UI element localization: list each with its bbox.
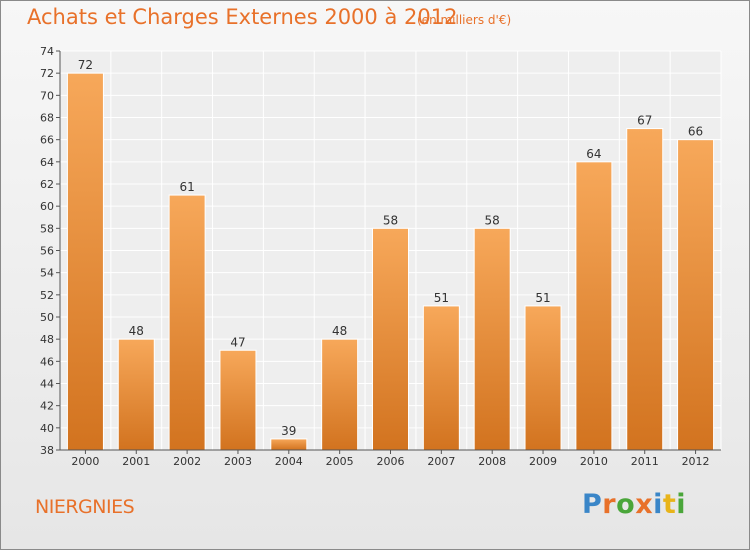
bar (168, 194, 206, 451)
x-tick-label: 2009 (529, 455, 557, 468)
logo-letter: o (616, 489, 636, 520)
y-tick-label: 48 (40, 333, 54, 346)
y-tick-label: 46 (40, 355, 54, 368)
x-tick-label: 2011 (631, 455, 659, 468)
data-label: 39 (281, 424, 296, 438)
y-tick-label: 72 (40, 67, 54, 80)
data-label: 72 (78, 58, 93, 72)
data-label: 48 (332, 324, 347, 338)
axes: 38 40 42 44 46 48 50 52 54 56 58 60 62 64 66 68 70 72 74 20… (40, 45, 721, 468)
bar (422, 305, 460, 451)
logo-letter: P (582, 489, 603, 520)
x-tick-label: 2005 (326, 455, 354, 468)
data-label: 51 (535, 291, 550, 305)
y-tick-label: 40 (40, 422, 54, 435)
logo-letter: i (676, 489, 687, 520)
y-tick-label: 70 (40, 89, 54, 102)
x-tick-label: 2001 (122, 455, 150, 468)
y-tick-label: 68 (40, 112, 54, 125)
x-tick-label: 2007 (427, 455, 455, 468)
y-tick-label: 38 (40, 444, 54, 457)
y-tick-label: 54 (40, 267, 54, 280)
y-tick-label: 42 (40, 400, 54, 413)
bar (626, 128, 664, 451)
bar (219, 349, 257, 451)
y-tick-label: 56 (40, 245, 54, 258)
data-label: 58 (485, 213, 500, 227)
data-label: 58 (383, 213, 398, 227)
bar (473, 227, 511, 451)
x-tick-label: 2002 (173, 455, 201, 468)
y-tick-label: 52 (40, 289, 54, 302)
x-tick-label: 2000 (71, 455, 99, 468)
x-tick-label: 2008 (478, 455, 506, 468)
y-tick-label: 66 (40, 134, 54, 147)
y-tick-label: 62 (40, 178, 54, 191)
data-label: 67 (637, 114, 652, 128)
y-tick-label: 50 (40, 311, 54, 324)
logo-letter: r (602, 489, 617, 520)
y-tick-label: 64 (40, 156, 54, 169)
commune-name: NIERGNIES (35, 496, 135, 518)
chart-title: Achats et Charges Externes 2000 à 2012 (27, 5, 458, 29)
x-tick-label: 2012 (682, 455, 710, 468)
bar (321, 338, 359, 451)
x-tick-label: 2010 (580, 455, 608, 468)
data-label: 66 (688, 125, 703, 139)
y-tick-label: 60 (40, 200, 54, 213)
bars: 72 48 61 47 39 48 58 51 58 51 64 67 66 (66, 58, 715, 451)
logo-letter: i (653, 489, 663, 520)
data-label: 47 (230, 335, 245, 349)
bar (524, 305, 562, 451)
data-label: 61 (179, 180, 194, 194)
y-tick-label: 74 (40, 45, 54, 58)
x-tick-label: 2003 (224, 455, 252, 468)
y-tick-label: 58 (40, 222, 54, 235)
logo-letter: x (635, 489, 654, 520)
bar (270, 438, 308, 451)
proxiti-logo[interactable]: Proxiti (582, 489, 686, 520)
x-tick-label: 2004 (275, 455, 303, 468)
data-label: 64 (586, 147, 601, 161)
data-label: 51 (434, 291, 449, 305)
data-label: 48 (129, 324, 144, 338)
bar (117, 338, 155, 451)
x-tick-label: 2006 (377, 455, 405, 468)
bar (66, 72, 104, 451)
bar (372, 227, 409, 451)
chart-unit: (en milliers d'€) (417, 13, 512, 27)
bar (677, 139, 715, 451)
logo-letter: t (662, 489, 677, 520)
bar (575, 161, 613, 451)
y-tick-label: 44 (40, 378, 54, 391)
